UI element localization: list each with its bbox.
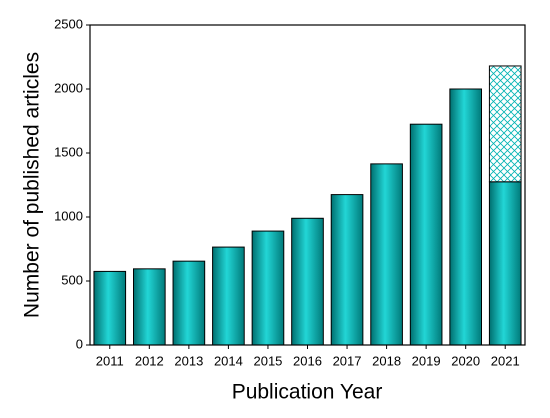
bar	[212, 246, 245, 346]
bar	[172, 260, 206, 346]
bar	[330, 194, 364, 346]
x-tick-label: 2016	[293, 353, 322, 368]
bar	[133, 268, 166, 346]
x-tick-label: 2019	[412, 353, 441, 368]
bar	[488, 181, 522, 346]
x-tick-label: 2014	[214, 353, 243, 368]
x-axis-title: Publication Year	[232, 381, 383, 404]
bar	[93, 270, 127, 346]
x-tick-label: 2012	[135, 353, 164, 368]
y-tick-label: 0	[76, 336, 83, 351]
y-tick-label: 1500	[54, 144, 83, 159]
x-tick-label: 2021	[491, 353, 520, 368]
y-tick-label: 2500	[54, 16, 83, 31]
y-tick-label: 1000	[54, 208, 83, 223]
y-tick-label: 500	[61, 272, 83, 287]
y-axis-title: Number of published articles	[21, 52, 44, 318]
bar	[409, 123, 443, 346]
bar	[251, 230, 285, 346]
x-tick-label: 2018	[372, 353, 401, 368]
x-tick-label: 2011	[96, 353, 124, 368]
x-tick-label: 2017	[333, 353, 362, 368]
bar	[488, 65, 522, 183]
y-tick-label: 2000	[54, 80, 83, 95]
bar	[370, 163, 403, 346]
plot-frame	[89, 24, 526, 346]
x-tick-label: 2020	[451, 353, 480, 368]
x-tick-label: 2015	[253, 353, 282, 368]
x-tick-label: 2013	[174, 353, 203, 368]
bar	[291, 217, 324, 346]
bar	[449, 88, 483, 346]
